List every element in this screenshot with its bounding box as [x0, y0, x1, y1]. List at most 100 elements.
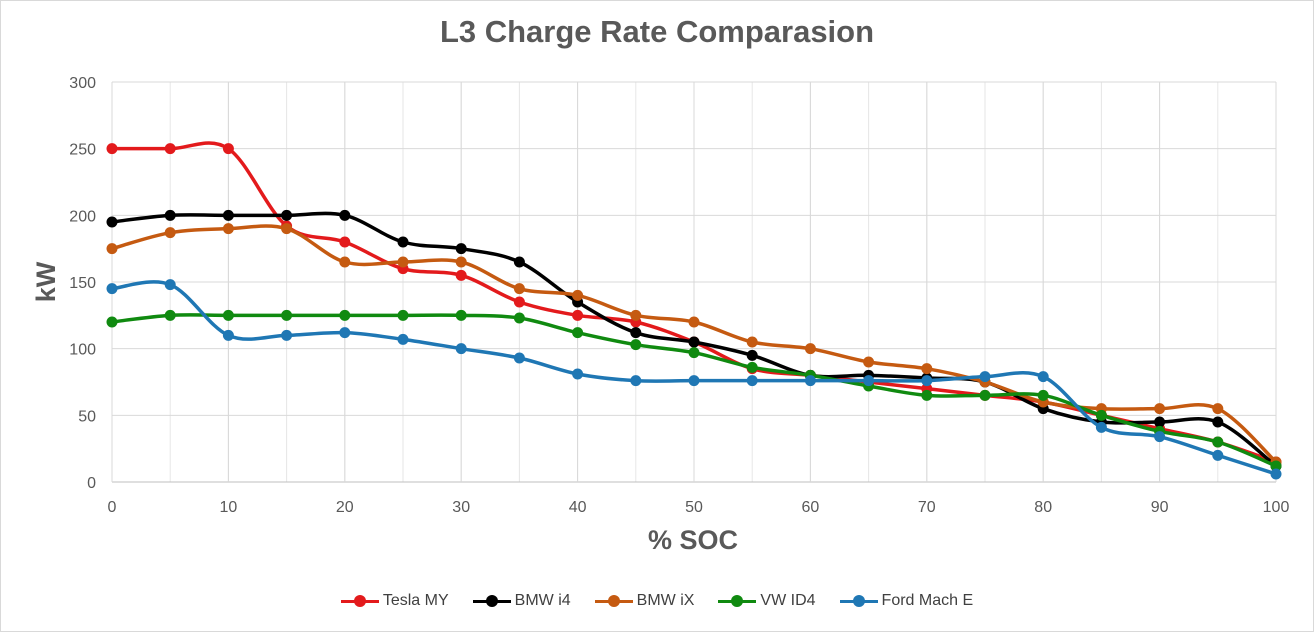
chart-title: L3 Charge Rate Comparasion [439, 14, 875, 49]
data-point-ford-mach-e [688, 375, 700, 387]
legend-item-ford-mach-e: Ford Mach E [839, 592, 973, 610]
data-point-tesla-my [572, 309, 584, 321]
data-point-bmw-i4 [630, 327, 642, 339]
x-tick-label: 100 [1263, 499, 1290, 516]
data-point-ford-mach-e [1270, 468, 1282, 480]
data-point-bmw-i4 [455, 243, 467, 255]
data-point-bmw-ix [921, 363, 933, 375]
data-point-vw-id4 [979, 389, 991, 401]
data-point-bmw-ix [804, 343, 816, 355]
legend-label: BMW i4 [514, 592, 571, 609]
data-point-vw-id4 [688, 347, 700, 359]
y-tick-label: 300 [69, 75, 96, 92]
data-point-bmw-ix [164, 227, 176, 239]
legend-item-tesla-my: Tesla MY [340, 592, 449, 610]
data-point-ford-mach-e [746, 375, 758, 387]
series-layer [106, 141, 1282, 480]
x-axis-title: % SOC [648, 525, 738, 555]
x-tick-label: 20 [336, 499, 354, 516]
data-point-vw-id4 [455, 309, 467, 321]
data-point-bmw-ix [630, 309, 642, 321]
data-point-bmw-ix [397, 256, 409, 268]
data-point-vw-id4 [281, 309, 293, 321]
data-point-bmw-ix [863, 356, 875, 368]
y-axis-title: kW [31, 261, 61, 302]
data-point-vw-id4 [1270, 460, 1282, 472]
data-point-ford-mach-e [164, 279, 176, 291]
legend-label: BMW iX [636, 592, 695, 609]
x-tick-label: 50 [685, 499, 703, 516]
data-point-vw-id4 [746, 361, 758, 373]
data-point-bmw-ix [455, 256, 467, 268]
data-point-bmw-ix [281, 223, 293, 235]
y-tick-label: 150 [69, 275, 96, 292]
data-point-ford-mach-e [339, 327, 351, 339]
data-point-vw-id4 [106, 316, 118, 328]
x-tick-label: 70 [918, 499, 936, 516]
legend-marker-bmw-i4 [472, 595, 511, 607]
legend-marker-vw-id4 [718, 595, 757, 607]
series-ford-mach-e [106, 279, 1282, 480]
data-point-ford-mach-e [222, 329, 234, 341]
x-tick-label: 80 [1034, 499, 1052, 516]
gridlines [111, 81, 1277, 483]
data-point-tesla-my [164, 143, 176, 155]
data-point-tesla-my [513, 296, 525, 308]
data-point-bmw-i4 [281, 209, 293, 221]
data-point-ford-mach-e [397, 333, 409, 345]
data-point-ford-mach-e [863, 375, 875, 387]
y-tick-label: 250 [69, 142, 96, 159]
data-point-vw-id4 [222, 309, 234, 321]
x-tick-label: 0 [108, 499, 117, 516]
data-point-bmw-ix [688, 316, 700, 328]
data-point-bmw-ix [513, 283, 525, 295]
data-point-ford-mach-e [1154, 431, 1166, 443]
y-tick-label: 50 [78, 408, 96, 425]
data-point-bmw-i4 [106, 216, 118, 228]
data-point-ford-mach-e [572, 368, 584, 380]
legend-label: Tesla MY [382, 592, 449, 609]
data-point-bmw-ix [106, 243, 118, 255]
data-point-bmw-i4 [513, 256, 525, 268]
data-point-vw-id4 [921, 389, 933, 401]
data-point-vw-id4 [630, 339, 642, 351]
y-tick-label: 100 [69, 342, 96, 359]
data-point-bmw-i4 [746, 349, 758, 361]
data-point-bmw-ix [746, 336, 758, 348]
data-point-ford-mach-e [281, 329, 293, 341]
y-tick-label: 200 [69, 208, 96, 225]
data-point-ford-mach-e [1095, 421, 1107, 433]
legend-label: VW ID4 [760, 592, 816, 609]
data-point-ford-mach-e [455, 343, 467, 355]
data-point-bmw-ix [1154, 403, 1166, 415]
data-point-vw-id4 [513, 312, 525, 324]
data-point-vw-id4 [1212, 436, 1224, 448]
data-point-ford-mach-e [630, 375, 642, 387]
series-bmw-ix [106, 223, 1282, 468]
data-point-bmw-i4 [397, 236, 409, 248]
data-point-tesla-my [222, 143, 234, 155]
data-point-ford-mach-e [1212, 449, 1224, 461]
data-point-bmw-ix [339, 256, 351, 268]
legend: Tesla MY BMW i4 BMW iX VW ID4 Ford Mach E [0, 588, 1314, 614]
data-point-bmw-i4 [164, 209, 176, 221]
data-point-tesla-my [106, 143, 118, 155]
data-point-vw-id4 [339, 309, 351, 321]
data-point-tesla-my [455, 269, 467, 281]
legend-marker-tesla-my [340, 595, 379, 607]
data-point-vw-id4 [1095, 409, 1107, 421]
y-tick-label: 0 [87, 475, 96, 492]
data-point-bmw-ix [572, 289, 584, 301]
data-point-vw-id4 [572, 327, 584, 339]
legend-marker-bmw-ix [594, 595, 633, 607]
axes: 0 50 100 150 200 250 300 0 10 20 30 40 50 60 70 80 90 100 [69, 75, 1289, 516]
x-tick-label: 60 [802, 499, 820, 516]
x-tick-label: 40 [569, 499, 587, 516]
data-point-bmw-i4 [1212, 416, 1224, 428]
data-point-bmw-i4 [222, 209, 234, 221]
data-point-bmw-i4 [688, 336, 700, 348]
data-point-bmw-ix [1212, 403, 1224, 415]
data-point-ford-mach-e [106, 283, 118, 295]
data-point-vw-id4 [1037, 389, 1049, 401]
